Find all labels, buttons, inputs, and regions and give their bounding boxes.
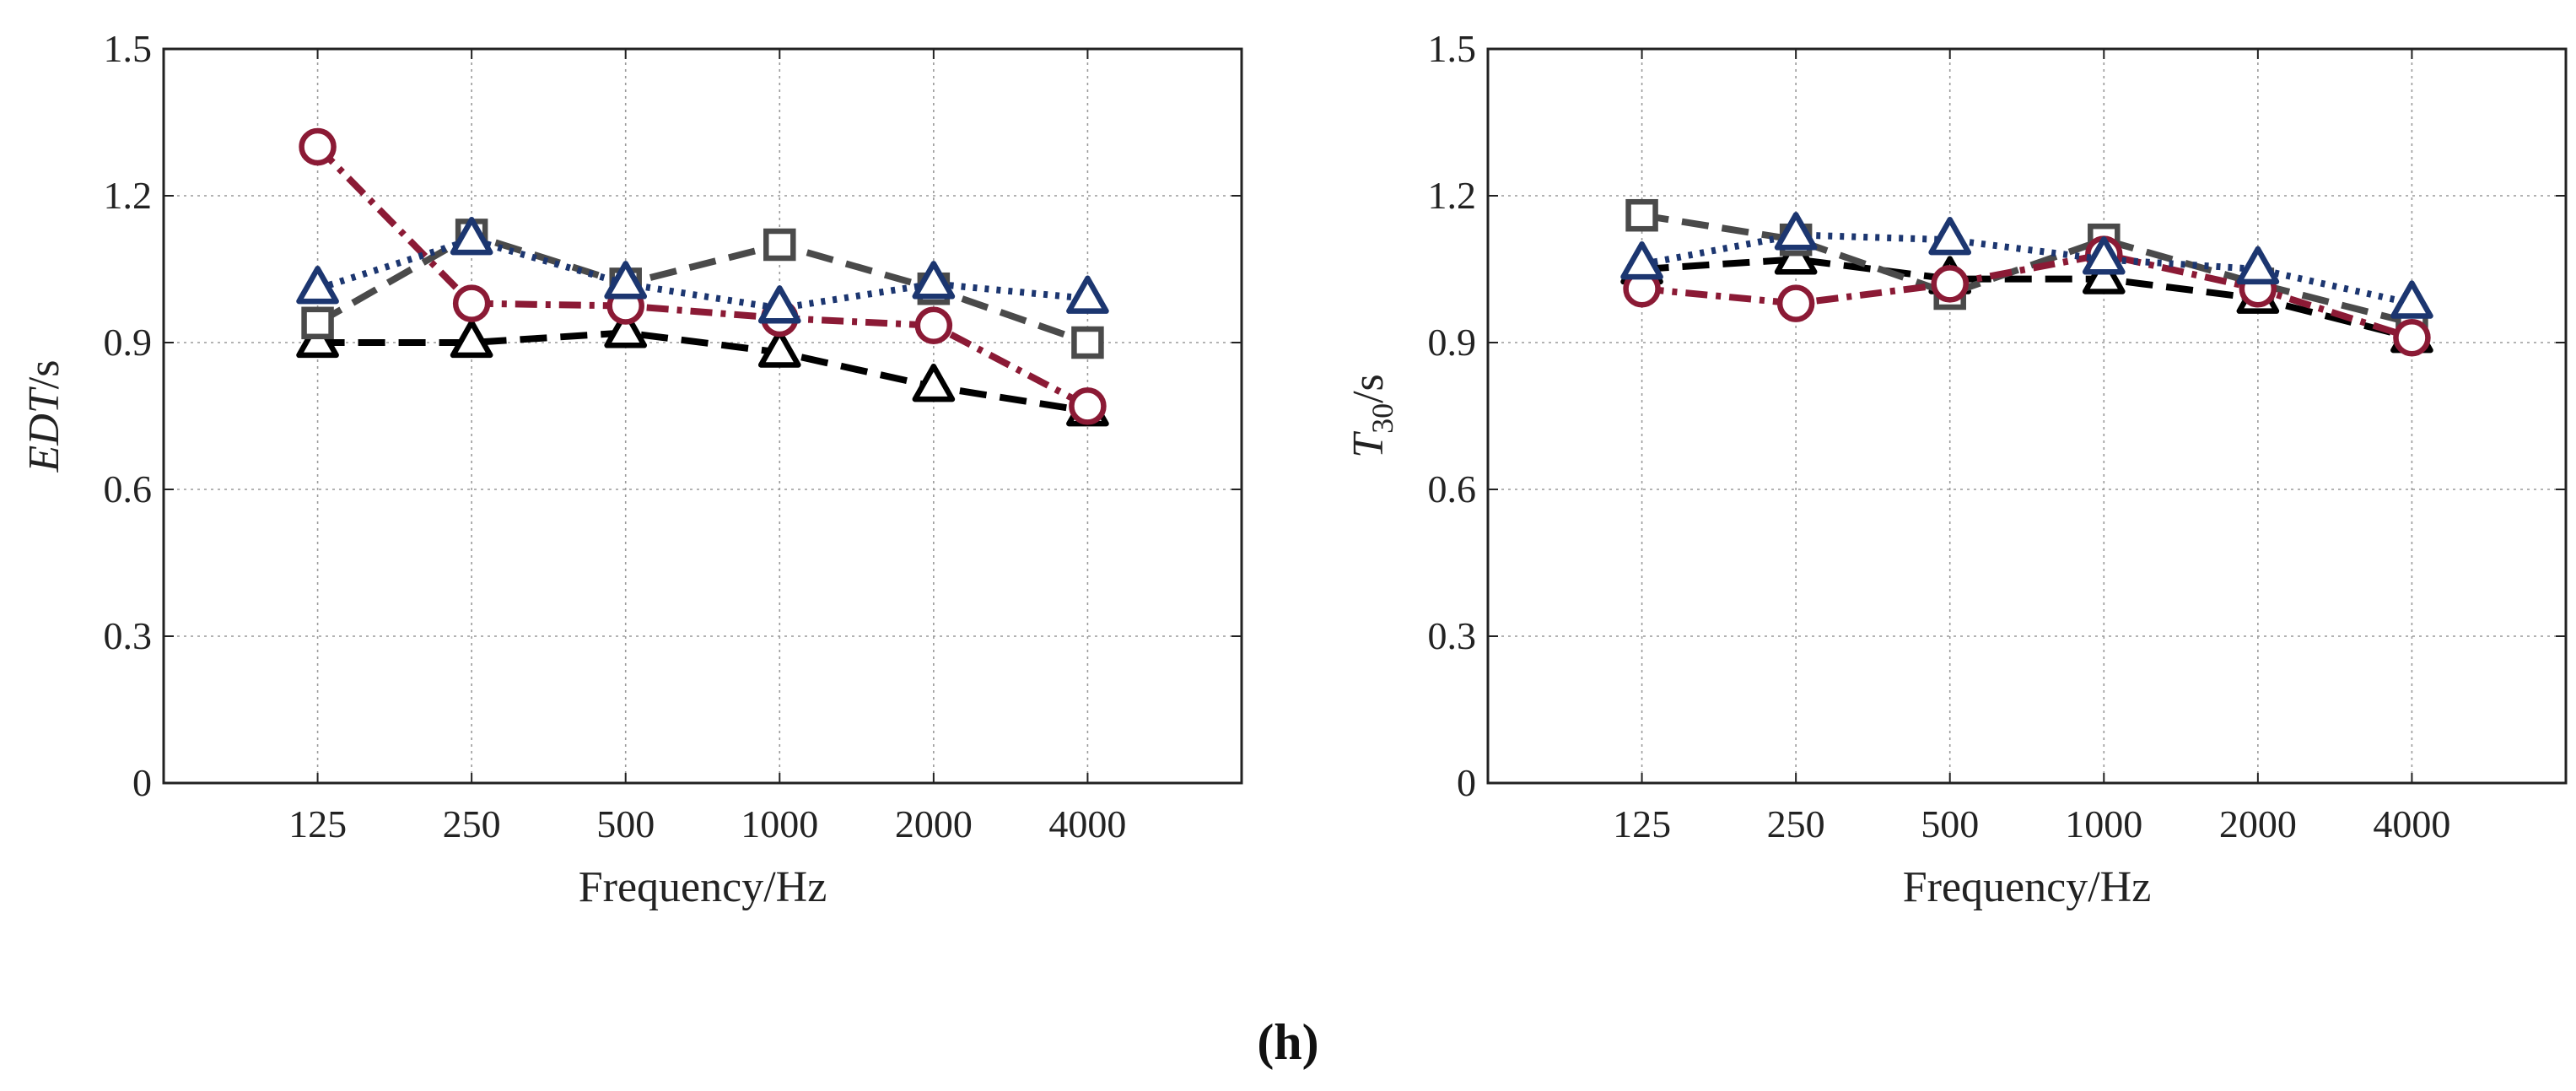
data-point-series-4 [604,261,648,300]
data-point-series-2 [301,306,334,340]
data-point-series-3 [914,306,953,344]
data-point-series-4 [2236,246,2280,285]
y-tick-label: 0.6 [1428,467,1477,510]
x-tick-label: 4000 [1048,802,1126,845]
x-tick-label: 125 [288,802,347,845]
series-line-3 [315,144,1090,409]
data-point-series-3 [1931,265,1969,303]
data-point-series-1 [757,329,801,368]
data-point-series-4 [912,261,956,300]
series-line-2 [1641,212,2413,327]
data-point-series-4 [2390,280,2433,319]
data-point-series-1 [912,363,956,402]
data-point-series-3 [1069,387,1107,425]
x-axis-label: Frequency/Hz [579,863,827,911]
data-point-series-4 [1928,216,1972,256]
data-point-series-4 [296,265,339,305]
y-tick-label: 0.3 [1428,614,1477,657]
edt-chart: 0 0.3 0.6 0.9 1.2 1.5 125 250 500 1000 2000 4000 Fre… [20,27,1243,911]
series-line-4 [1641,231,2413,307]
data-point-series-2 [1071,326,1104,359]
y-tick-label: 0.6 [104,467,153,510]
y-tick-label: 1.2 [104,174,153,217]
series-line-3 [1641,251,2413,342]
y-tick-label: 1.2 [1428,174,1477,217]
x-tick-label: 2000 [895,802,973,845]
data-point-series-3 [1776,284,1815,322]
data-point-series-4 [757,285,801,324]
x-tick-label: 250 [443,802,501,845]
x-tick-label: 2000 [2219,802,2297,845]
y-tick-label: 0.9 [1428,321,1477,364]
t30-chart: 0 0.3 0.6 0.9 1.2 1.5 125 250 500 1000 2000 4000 Fre… [1345,27,2568,911]
x-tick-label: 250 [1767,802,1825,845]
data-point-series-4 [1620,240,1663,280]
axes-frame [162,47,1243,785]
data-point-series-2 [1625,198,1658,232]
data-point-series-3 [2393,318,2431,357]
y-axis-label: EDT/s [20,360,68,473]
data-point-series-4 [450,216,493,256]
series-line-1 [317,329,1089,415]
x-tick-label: 500 [1921,802,1979,845]
series-line-4 [316,236,1088,312]
series-line-1 [1641,256,2413,342]
y-tick-label: 0.3 [104,614,153,657]
panel-label: (h) [1257,1014,1318,1070]
x-tick-label: 4000 [2373,802,2450,845]
x-tick-label: 500 [596,802,655,845]
x-tick-label: 1000 [2065,802,2142,845]
y-tick-label: 1.5 [104,27,153,70]
y-tick-label: 0 [1457,761,1476,804]
y-axis-label: T30/s [1345,374,1399,458]
data-point-series-2 [763,228,796,262]
data-point-series-3 [299,127,337,166]
data-point-series-3 [452,284,491,322]
x-axis-label: Frequency/Hz [1903,863,2152,911]
series-line-2 [315,231,1089,346]
x-tick-label: 1000 [741,802,818,845]
data-point-series-1 [2082,256,2126,294]
y-tick-label: 1.5 [1428,27,1477,70]
data-point-series-4 [2082,236,2126,275]
data-point-series-1 [450,319,493,359]
x-tick-label: 125 [1613,802,1671,845]
data-point-series-1 [604,310,648,348]
y-tick-label: 0 [132,761,152,804]
data-point-series-4 [1066,275,1109,314]
axes-frame [1486,47,2568,785]
y-tick-label: 0.9 [104,321,153,364]
data-point-series-4 [1774,212,1818,251]
